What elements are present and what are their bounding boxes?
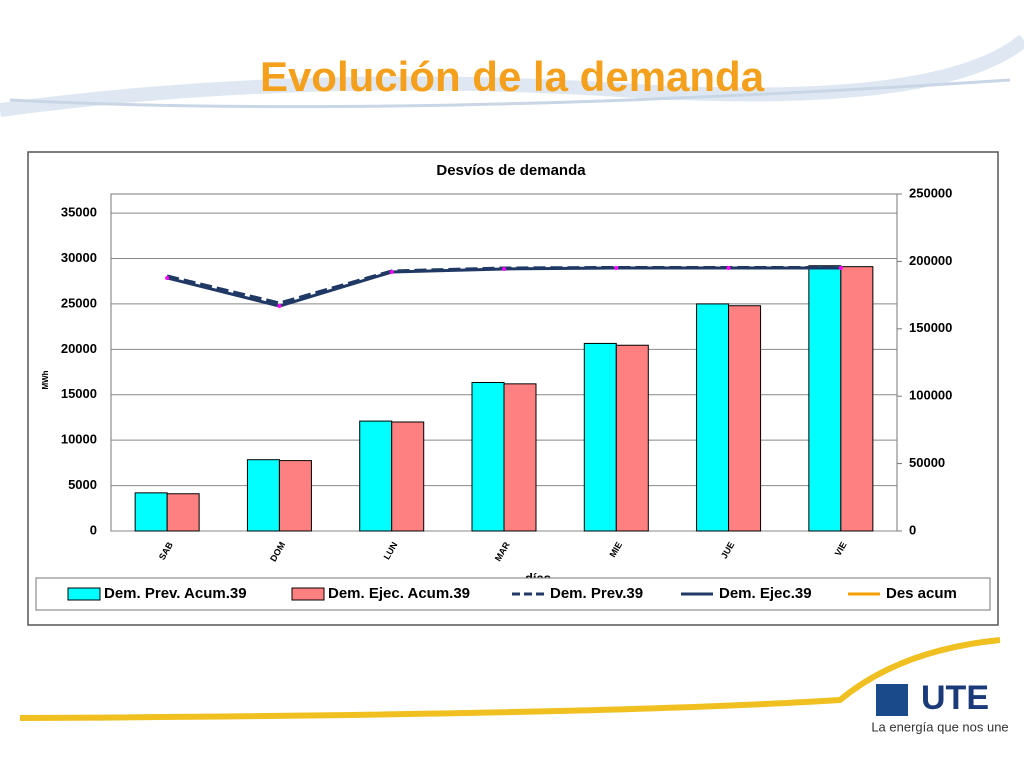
y2-tick-label: 0 — [909, 522, 916, 537]
logo: UTE La energía que nos une — [871, 679, 1008, 734]
bar — [696, 303, 730, 532]
line-point — [389, 270, 394, 275]
legend-label: Des acum — [886, 585, 957, 602]
bar — [278, 460, 312, 532]
logo-mark: UTE — [921, 679, 989, 717]
y-tick-label: 5000 — [68, 477, 97, 492]
bar — [134, 492, 168, 532]
bar — [359, 420, 393, 532]
legend-label: Dem. Prev.39 — [550, 585, 643, 602]
y-tick-label: 10000 — [61, 432, 97, 447]
y2-tick-label: 200000 — [909, 253, 952, 268]
logo-icon — [876, 684, 908, 716]
y-tick-label: 20000 — [61, 341, 97, 356]
bar — [583, 342, 617, 532]
y2-tick-label: 100000 — [909, 388, 952, 403]
bar — [840, 266, 874, 532]
slide-title: Evolución de la demanda — [260, 53, 765, 100]
y2-tick-label: 50000 — [909, 455, 945, 470]
legend-label: Dem. Ejec. Acum.39 — [328, 585, 470, 602]
bar — [471, 381, 505, 532]
line-point — [838, 266, 843, 271]
y-tick-label: 35000 — [61, 205, 97, 220]
chart-title: Desvíos de demanda — [436, 162, 586, 179]
y-tick-label: 15000 — [61, 386, 97, 401]
y-tick-label: 0 — [90, 522, 97, 537]
y-axis-label: MWh — [41, 370, 50, 389]
legend-label: Dem. Ejec.39 — [719, 585, 812, 602]
line-point — [726, 266, 731, 271]
y-tick-label: 30000 — [61, 250, 97, 265]
decor-line — [19, 637, 1001, 721]
bar — [391, 421, 425, 532]
bar — [166, 493, 200, 532]
y2-tick-label: 250000 — [909, 185, 952, 200]
line-point — [277, 304, 282, 309]
line-point — [165, 275, 170, 280]
bar — [728, 305, 762, 532]
legend-swatch — [67, 587, 101, 601]
legend-swatch — [291, 587, 325, 601]
decor-swoosh — [9, 78, 1011, 109]
line-point — [502, 266, 506, 271]
bar — [246, 459, 280, 532]
y-tick-label: 25000 — [61, 295, 97, 310]
bar — [615, 344, 649, 532]
logo-tagline: La energía que nos une — [871, 719, 1008, 734]
bar — [808, 265, 842, 532]
bar — [503, 383, 537, 532]
legend-label: Dem. Prev. Acum.39 — [104, 585, 247, 602]
line-point — [614, 266, 619, 271]
y2-tick-label: 150000 — [909, 320, 952, 335]
decor-swoosh — [0, 34, 1024, 117]
